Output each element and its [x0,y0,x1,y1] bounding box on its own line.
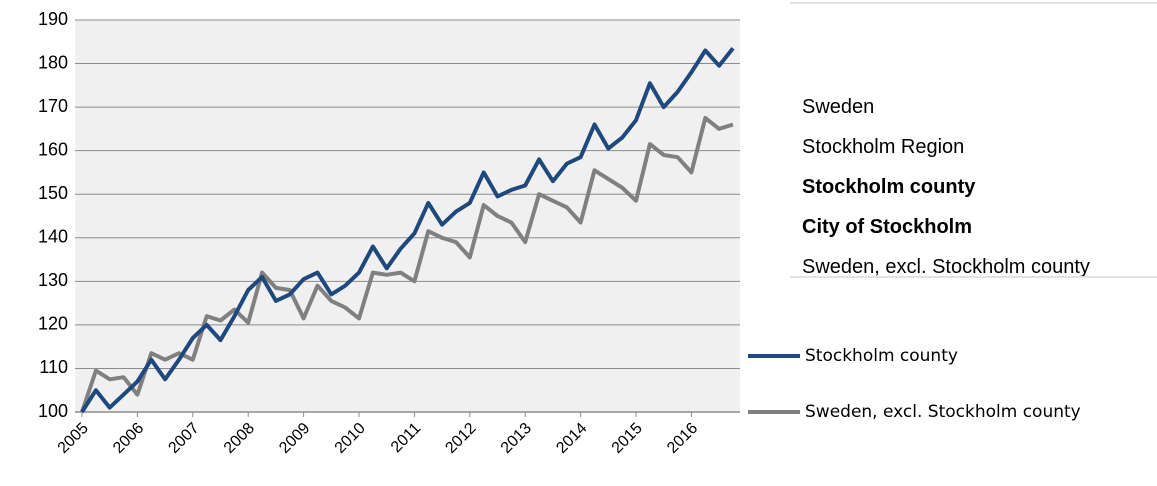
x-tick-label: 2008 [221,420,258,457]
x-tick-label: 2011 [388,420,424,456]
x-tick-label: 2016 [664,420,701,457]
dropdown-list: Sweden Stockholm Region Stockholm county Ci… [790,2,1157,278]
legend-label: Stockholm county [805,346,958,366]
y-tick-label: 170 [38,96,68,116]
y-tick-label: 140 [38,227,68,247]
y-tick-label: 120 [38,314,68,334]
series-line [80,116,734,413]
dropdown-item[interactable]: Stockholm county [802,176,976,198]
x-tick-label: 2007 [165,420,202,457]
y-tick-label: 180 [38,52,68,72]
x-tick-label: 2009 [276,420,313,457]
y-tick-label: 190 [38,9,68,29]
y-tick-label: 100 [38,401,68,421]
x-tick-label: 2006 [110,420,147,457]
x-tick-label: 2012 [442,420,479,457]
dropdown-item[interactable]: Sweden, excl. Stockholm county [802,256,1090,278]
legend-label: Sweden, excl. Stockholm county [805,402,1081,422]
y-tick-label: 130 [38,270,68,290]
y-tick-label: 160 [38,139,68,159]
x-tick-label: 2005 [55,420,92,457]
y-tick-label: 150 [38,183,68,203]
x-tick-label: 2013 [498,420,535,457]
y-tick-label: 110 [39,357,68,377]
x-tick-label: 2010 [332,420,369,457]
x-tick-label: 2014 [553,420,590,457]
dropdown-item[interactable]: City of Stockholm [802,216,973,238]
x-tick-label: 2015 [609,420,646,457]
dropdown-item[interactable]: Stockholm Region [802,136,965,158]
dropdown-item[interactable]: Sweden [802,96,875,118]
series-line [80,47,735,414]
